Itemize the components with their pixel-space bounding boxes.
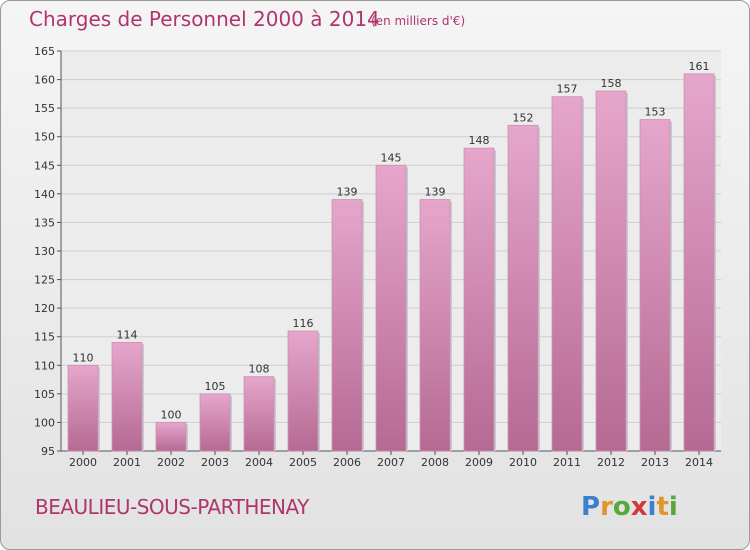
x-tick-label: 2005: [289, 456, 317, 469]
bar: [595, 90, 627, 452]
svg-text:Proxiti: Proxiti: [581, 492, 678, 522]
x-tick-label: 2000: [69, 456, 97, 469]
data-label: 153: [645, 106, 666, 119]
chart-title: Charges de Personnel 2000 à 2014: [29, 7, 380, 31]
bar: [67, 364, 99, 452]
y-tick-label: 115: [34, 331, 55, 344]
commune-name: BEAULIEU-SOUS-PARTHENAY: [35, 495, 309, 519]
data-label: 139: [425, 186, 446, 199]
x-tick-label: 2001: [113, 456, 141, 469]
data-label: 161: [689, 60, 710, 73]
data-label: 100: [161, 408, 182, 421]
x-tick-label: 2006: [333, 456, 361, 469]
y-tick-label: 165: [34, 45, 55, 58]
x-tick-label: 2002: [157, 456, 185, 469]
data-label: 108: [249, 363, 270, 376]
bar: [551, 96, 583, 452]
bar: [507, 124, 539, 452]
y-tick-label: 100: [34, 416, 55, 429]
x-tick-label: 2010: [509, 456, 537, 469]
bar: [639, 119, 671, 452]
y-tick-label: 125: [34, 274, 55, 287]
x-tick-label: 2007: [377, 456, 405, 469]
data-label: 139: [337, 186, 358, 199]
bar: [243, 376, 275, 452]
data-label: 158: [601, 77, 622, 90]
bar: [111, 342, 143, 452]
data-label: 114: [117, 328, 138, 341]
chart-subtitle: (en milliers d'€): [371, 14, 466, 28]
x-tick-label: 2012: [597, 456, 625, 469]
data-label: 110: [73, 351, 94, 364]
x-tick-label: 2003: [201, 456, 229, 469]
y-tick-label: 150: [34, 131, 55, 144]
data-label: 152: [513, 111, 534, 124]
bar: [155, 422, 187, 452]
bar: [331, 199, 363, 452]
bar: [463, 147, 495, 452]
y-tick-label: 105: [34, 388, 55, 401]
bar: [419, 199, 451, 452]
data-label: 157: [557, 83, 578, 96]
y-tick-label: 160: [34, 74, 55, 87]
x-tick-label: 2013: [641, 456, 669, 469]
bar: [287, 330, 319, 452]
x-tick-label: 2004: [245, 456, 273, 469]
x-tick-label: 2009: [465, 456, 493, 469]
data-label: 105: [205, 380, 226, 393]
data-label: 116: [293, 317, 314, 330]
y-tick-label: 155: [34, 102, 55, 115]
y-tick-label: 110: [34, 359, 55, 372]
data-label: 148: [469, 134, 490, 147]
proxiti-logo: Proxiti: [581, 492, 678, 522]
y-tick-label: 135: [34, 216, 55, 229]
y-tick-label: 145: [34, 159, 55, 172]
x-tick-label: 2011: [553, 456, 581, 469]
bar: [683, 73, 715, 452]
x-tick-label: 2008: [421, 456, 449, 469]
bar: [199, 393, 231, 452]
data-label: 145: [381, 151, 402, 164]
x-tick-label: 2014: [685, 456, 713, 469]
y-tick-label: 120: [34, 302, 55, 315]
y-tick-label: 130: [34, 245, 55, 258]
y-tick-label: 140: [34, 188, 55, 201]
y-tick-label: 95: [41, 445, 55, 458]
bar: [375, 164, 407, 452]
